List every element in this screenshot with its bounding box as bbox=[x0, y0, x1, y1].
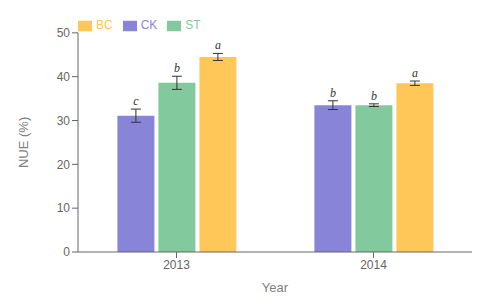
svg-text:a: a bbox=[412, 66, 418, 80]
svg-text:2014: 2014 bbox=[360, 258, 387, 272]
svg-text:NUE (%): NUE (%) bbox=[16, 117, 31, 168]
svg-text:50: 50 bbox=[57, 26, 71, 40]
svg-text:c: c bbox=[133, 94, 139, 108]
svg-text:40: 40 bbox=[57, 70, 71, 84]
svg-text:a: a bbox=[215, 38, 221, 52]
html-text:BC: BC bbox=[96, 18, 113, 32]
svg-text:b: b bbox=[371, 89, 377, 103]
svg-text:b: b bbox=[174, 61, 180, 75]
html-text:CK: CK bbox=[140, 18, 158, 32]
svg-text:2013: 2013 bbox=[163, 258, 190, 272]
html-text:ST: ST bbox=[185, 18, 201, 32]
svg-text:20: 20 bbox=[57, 158, 71, 172]
svg-text:10: 10 bbox=[57, 201, 71, 215]
svg-text:0: 0 bbox=[63, 245, 70, 259]
svg-text:Year: Year bbox=[262, 280, 289, 295]
svg-text:30: 30 bbox=[57, 114, 71, 128]
svg-text:b: b bbox=[330, 86, 336, 100]
